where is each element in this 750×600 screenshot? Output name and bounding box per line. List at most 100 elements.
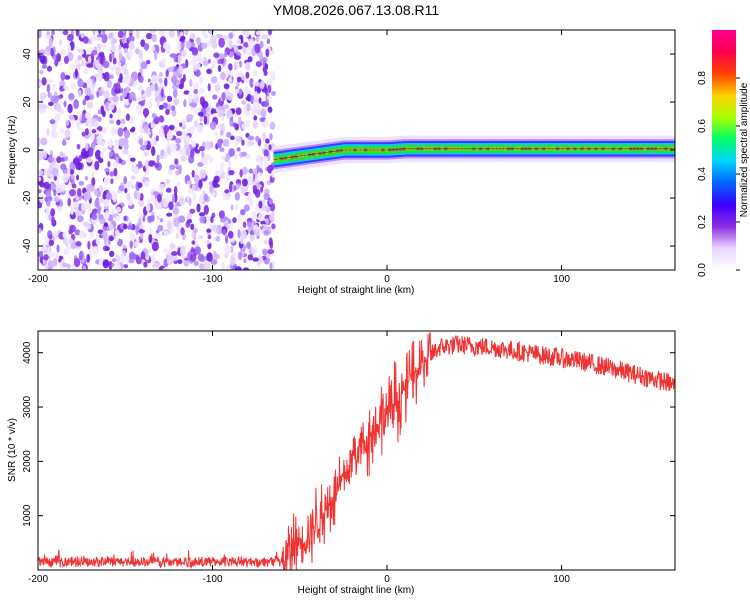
spectrogram-cell bbox=[255, 135, 260, 142]
spectrogram-cell bbox=[67, 103, 73, 114]
spectrogram-cell bbox=[235, 107, 242, 115]
spectrogram-cell bbox=[121, 36, 128, 44]
spectrogram-cell bbox=[75, 210, 80, 218]
spectrogram-cell bbox=[60, 163, 67, 171]
spectrogram-cell bbox=[229, 69, 233, 78]
colorbar-tick-label: 0.4 bbox=[697, 167, 708, 181]
spectrogram-cell bbox=[144, 180, 150, 187]
spectrogram-cell bbox=[162, 197, 166, 206]
spectrogram-cell bbox=[235, 179, 242, 184]
spectrogram-cell bbox=[77, 78, 84, 88]
colorbar-ticks: 0.0 0.2 0.4 0.6 0.8 bbox=[697, 71, 740, 277]
spectrogram-cell bbox=[143, 124, 149, 133]
spectrogram-cell bbox=[160, 184, 166, 189]
spectrogram-cell bbox=[242, 267, 250, 270]
spectrogram-cell bbox=[201, 30, 206, 36]
spectrogram-cell bbox=[98, 116, 102, 122]
spectrogram-cell bbox=[248, 141, 255, 146]
spectrogram-cell bbox=[109, 235, 114, 242]
spectrogram-cell bbox=[218, 37, 226, 48]
spectrogram-cell bbox=[251, 211, 256, 221]
spectrogram-cell bbox=[156, 215, 160, 221]
spectrogram-cell bbox=[42, 64, 47, 69]
spectrogram-cell bbox=[107, 96, 114, 102]
spectrogram-cell bbox=[194, 149, 200, 154]
spectrogram-cell bbox=[117, 127, 124, 137]
spectrogram-cell bbox=[220, 122, 226, 133]
spectrogram-cell bbox=[56, 53, 61, 62]
spectrogram-cell bbox=[131, 126, 136, 132]
spectrogram-cell bbox=[81, 131, 86, 137]
spectrogram-cell bbox=[92, 208, 99, 214]
spectrogram-cell bbox=[249, 230, 254, 236]
spectrogram-cell bbox=[223, 83, 230, 90]
spectrogram-cell bbox=[193, 260, 200, 266]
spectrogram-cell bbox=[81, 202, 88, 211]
spectrogram-cell bbox=[205, 106, 211, 113]
spectrogram-cell bbox=[266, 95, 273, 101]
spectrogram-cell bbox=[252, 120, 258, 129]
spectrogram-cell bbox=[128, 259, 135, 264]
spectrogram-cell bbox=[158, 115, 164, 123]
spectrogram-cell bbox=[44, 34, 51, 40]
spectrogram-cell bbox=[98, 157, 104, 164]
spectrogram-cell bbox=[119, 95, 124, 102]
spectrogram-cell bbox=[55, 102, 62, 113]
spectrogram-cell bbox=[255, 30, 262, 36]
spectrogram-cell bbox=[83, 148, 90, 158]
spectrogram-cell bbox=[84, 86, 92, 96]
spectrogram-cell bbox=[254, 189, 261, 198]
spectrogram-cell bbox=[97, 207, 101, 216]
spectrogram-cell bbox=[46, 169, 51, 175]
spectrogram-cell bbox=[153, 116, 160, 125]
spectrogram-cell bbox=[166, 220, 173, 230]
spectrogram-cell bbox=[80, 60, 85, 67]
spectrogram-cell bbox=[68, 114, 75, 120]
spectrogram-cell bbox=[51, 30, 55, 36]
spectrogram-cell bbox=[128, 251, 136, 261]
spectrogram-cell bbox=[255, 61, 263, 68]
spectrogram-cell bbox=[74, 68, 78, 78]
spectrogram-cell bbox=[105, 246, 110, 251]
spectrogram-cell bbox=[115, 254, 121, 263]
spectrogram-cell bbox=[171, 84, 177, 90]
spectrogram-cell bbox=[114, 139, 119, 144]
spectrogram-cell bbox=[171, 251, 178, 256]
spectrogram-cell bbox=[191, 47, 199, 56]
spectrogram-cell bbox=[115, 215, 121, 222]
spectrogram-cell bbox=[196, 203, 201, 213]
spectrogram-cell bbox=[123, 264, 129, 269]
spectrogram-cell bbox=[130, 175, 136, 180]
spectrogram-cell bbox=[255, 35, 260, 43]
spectrogram-cell bbox=[77, 122, 81, 131]
spectrogram-cell bbox=[253, 115, 258, 121]
spectrogram-cell bbox=[244, 85, 249, 94]
spectrogram-cell bbox=[47, 260, 54, 270]
spectrogram-cell bbox=[97, 65, 103, 75]
spectrogram-cell bbox=[103, 90, 110, 99]
spectrogram-cell bbox=[254, 81, 261, 87]
spectrogram-cell bbox=[87, 202, 92, 213]
spectrogram-cell bbox=[38, 189, 42, 194]
spectrogram-cell bbox=[224, 245, 232, 255]
spectrogram-cell bbox=[160, 88, 164, 98]
spectrogram-cell bbox=[139, 124, 144, 134]
spectrogram-cell bbox=[182, 74, 186, 82]
spectrogram-cell bbox=[83, 69, 89, 75]
spectrogram-cell bbox=[222, 264, 226, 270]
spectrogram-cell bbox=[45, 190, 52, 198]
spectrogram-cell bbox=[249, 78, 254, 88]
spectrogram-cell bbox=[132, 165, 139, 174]
spectrogram-cell bbox=[110, 44, 118, 53]
snr-y-axis: 1000 2000 3000 4000 bbox=[22, 341, 675, 527]
spectrogram-cell bbox=[120, 118, 126, 125]
spectrogram-cell bbox=[63, 55, 69, 65]
spectrogram-cell bbox=[127, 180, 134, 186]
spectrogram-cell bbox=[207, 83, 211, 92]
spectrogram-cell bbox=[188, 91, 192, 102]
spectrogram-cell bbox=[206, 239, 210, 245]
y-tick-label: 40 bbox=[22, 48, 33, 60]
spectrogram-cell bbox=[109, 119, 114, 125]
spectrogram-cell bbox=[101, 147, 107, 153]
spectrogram-cell bbox=[87, 55, 92, 63]
